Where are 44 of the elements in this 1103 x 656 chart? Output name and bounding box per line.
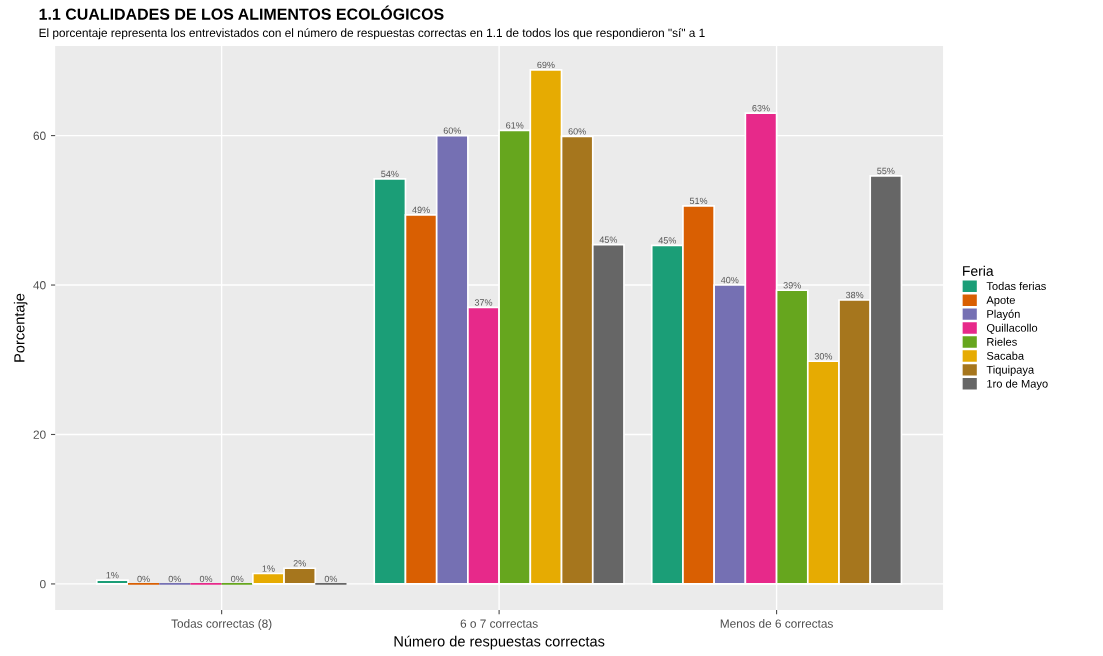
legend-label: 1ro de Mayo xyxy=(987,379,1048,390)
data-label: 30% xyxy=(814,353,833,360)
data-label: 45% xyxy=(599,236,618,243)
legend-label: Todas ferias xyxy=(986,281,1046,291)
y-axis-title: Porcentaje xyxy=(13,293,28,362)
legend-title: Feria xyxy=(963,265,994,276)
y-tick-label: 60 xyxy=(33,131,46,140)
data-label: 0% xyxy=(231,575,244,583)
data-label: 1% xyxy=(106,572,119,579)
legend-label: Quillacollo xyxy=(986,323,1038,334)
x-axis-title: Número de respuestas correctas xyxy=(394,635,605,650)
legend-label: Apote xyxy=(986,296,1015,307)
legend-label: Rieles xyxy=(987,337,1017,346)
y-tick-label: 40 xyxy=(33,281,46,290)
data-label: 61% xyxy=(506,122,524,129)
data-label: 40% xyxy=(720,276,739,284)
legend-label: Playón xyxy=(987,309,1020,321)
data-label: 2% xyxy=(293,560,306,567)
data-label: 51% xyxy=(689,197,708,205)
legend-label: Sacaba xyxy=(986,351,1025,360)
chart-subtitle: El porcentaje representa los entrevistados con el número de respuestas correctas en 1.1 de todos los que respondieron "sí" a 1 xyxy=(39,28,705,40)
data-label: 49% xyxy=(412,206,430,214)
data-label: 60% xyxy=(568,128,586,135)
data-label: 38% xyxy=(845,291,864,299)
data-label: 54% xyxy=(381,170,399,178)
y-tick-label: 20 xyxy=(33,430,46,439)
legend-label: Tiquipaya xyxy=(986,365,1035,376)
data-label: 69% xyxy=(537,61,555,69)
data-label: 0% xyxy=(137,575,150,583)
data-label: 60% xyxy=(443,127,461,134)
data-label: 0% xyxy=(168,575,182,583)
y-tick-label: 0 xyxy=(40,579,46,589)
data-label: 39% xyxy=(783,282,801,289)
chart-title: 1.1 CUALIDADES DE LOS ALIMENTOS ECOLÓGICOS xyxy=(39,5,444,20)
data-label: 1% xyxy=(262,565,275,572)
data-label: 63% xyxy=(752,104,770,112)
x-tick-label: Menos de 6 correctas xyxy=(720,619,833,628)
data-label: 37% xyxy=(474,299,493,306)
data-label: 0% xyxy=(324,575,338,583)
data-label: 55% xyxy=(877,167,895,175)
x-tick-label: 6 o 7 correctas xyxy=(460,619,538,628)
x-tick-label: Todas correctas (8) xyxy=(171,619,272,631)
data-label: 45% xyxy=(658,237,677,244)
data-label: 0% xyxy=(199,575,213,583)
